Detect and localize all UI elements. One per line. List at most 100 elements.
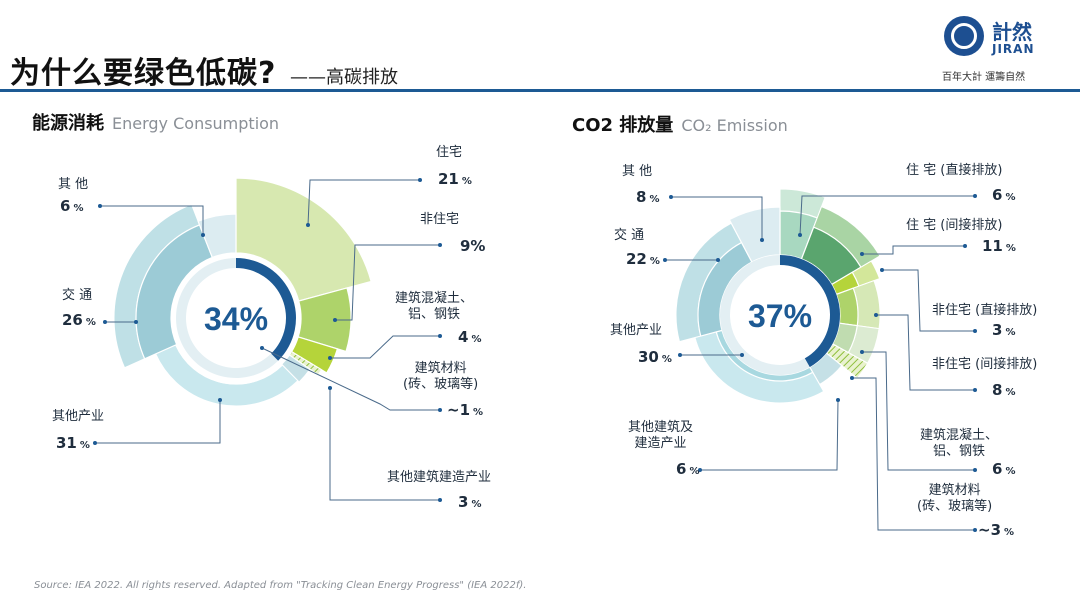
leader-line-0-5 bbox=[95, 400, 221, 444]
slice-label-1-5: 建筑材料 (砖、玻璃等) bbox=[917, 483, 993, 514]
leader-line-1-2 bbox=[882, 269, 975, 332]
leader-dot-1-4 bbox=[973, 468, 977, 472]
leader-end-0-0 bbox=[306, 223, 310, 227]
leader-line-1-9 bbox=[671, 196, 763, 240]
leader-dot-1-6 bbox=[698, 468, 702, 472]
slice-value-1-7: 30% bbox=[638, 348, 672, 366]
company-logo: 計然 JIRAN 百年大計 運籌自然 bbox=[940, 14, 1050, 84]
slice-label-0-5: 其他产业 bbox=[52, 409, 105, 424]
other-share-arc-0 bbox=[176, 258, 279, 378]
slice-0-0 bbox=[235, 177, 372, 302]
donut-chart-1: 37% bbox=[663, 188, 977, 532]
leader-end-0-2 bbox=[328, 356, 332, 360]
slice-value-0-6: 26% bbox=[62, 311, 96, 329]
leader-end-0-3 bbox=[260, 346, 264, 350]
logo-slogan: 百年大計 運籌自然 bbox=[942, 72, 1026, 83]
slice-label-1-7: 其他产业 bbox=[610, 323, 663, 338]
slice-label-0-0: 住宅 bbox=[436, 145, 463, 160]
slice-label-0-6: 交 通 bbox=[62, 288, 93, 303]
leader-end-0-4 bbox=[328, 386, 332, 390]
slice-value-1-1: 11% bbox=[982, 237, 1016, 255]
leader-line-0-1 bbox=[335, 244, 440, 321]
leader-dot-1-7 bbox=[678, 353, 682, 357]
slice-value-1-4: 6% bbox=[992, 460, 1016, 478]
leader-line-0-4 bbox=[329, 388, 440, 501]
slice-value-0-1: 9% bbox=[460, 237, 486, 255]
leader-end-1-0 bbox=[798, 233, 802, 237]
leader-dot-0-1 bbox=[438, 243, 442, 247]
slice-value-0-5: 31% bbox=[56, 434, 90, 452]
header-divider bbox=[0, 89, 1080, 92]
slice-label-0-1: 非住宅 bbox=[420, 212, 460, 227]
leader-dot-1-8 bbox=[663, 258, 667, 262]
leader-dot-1-9 bbox=[669, 195, 673, 199]
leader-line-1-4 bbox=[862, 351, 975, 471]
leader-line-0-3 bbox=[261, 347, 440, 411]
slice-label-0-4: 其他建筑建造产业 bbox=[387, 470, 492, 485]
slice-value-1-3: 8% bbox=[992, 381, 1016, 399]
slice-label-1-4: 建筑混凝土、 铝、钢铁 bbox=[920, 428, 999, 459]
leader-end-1-5 bbox=[850, 376, 854, 380]
leader-end-1-3 bbox=[874, 313, 878, 317]
slice-value-1-6: 6% bbox=[676, 460, 700, 478]
center-value-0: 34% bbox=[204, 301, 268, 337]
leader-line-0-7 bbox=[100, 205, 204, 235]
slice-value-1-0: 6% bbox=[992, 186, 1016, 204]
leader-end-1-4 bbox=[860, 350, 864, 354]
slice-value-0-7: 6% bbox=[60, 197, 84, 215]
slice-value-0-0: 21% bbox=[438, 170, 472, 188]
leader-dot-1-3 bbox=[973, 388, 977, 392]
leader-end-1-6 bbox=[836, 398, 840, 402]
slice-value-1-8: 22% bbox=[626, 250, 660, 268]
leader-dot-1-2 bbox=[973, 329, 977, 333]
source-note: Source: IEA 2022. All rights reserved. A… bbox=[34, 580, 527, 591]
logo-cn: 計然 bbox=[992, 20, 1032, 44]
slice-label-1-6: 其他建筑及 建造产业 bbox=[628, 420, 694, 451]
donut-chart-0: 34% bbox=[93, 177, 442, 502]
co2-title: CO2 排放量 bbox=[572, 115, 674, 136]
leader-line-1-5 bbox=[852, 377, 975, 531]
page-subtitle: ——高碳排放 bbox=[290, 67, 398, 88]
leader-dot-0-2 bbox=[438, 334, 442, 338]
leader-end-1-8 bbox=[716, 258, 720, 262]
leader-end-1-7 bbox=[740, 353, 744, 357]
leader-dot-1-0 bbox=[973, 194, 977, 198]
leader-dot-0-5 bbox=[93, 441, 97, 445]
slice-value-1-9: 8% bbox=[636, 188, 660, 206]
leader-dot-0-3 bbox=[438, 408, 442, 412]
slice-label-1-0: 住 宅 (直接排放) bbox=[906, 163, 1003, 178]
slice-label-1-8: 交 通 bbox=[614, 228, 645, 243]
leader-line-0-2 bbox=[330, 335, 440, 359]
leader-dot-0-4 bbox=[438, 498, 442, 502]
building-share-arc-1 bbox=[780, 255, 841, 368]
slice-value-1-2: 3% bbox=[992, 321, 1016, 339]
slice-label-0-2: 建筑混凝土、 铝、钢铁 bbox=[395, 291, 474, 322]
slice-0-7 bbox=[197, 213, 237, 259]
building-share-arc-0 bbox=[236, 258, 297, 361]
leader-end-1-9 bbox=[760, 238, 764, 242]
energy-title: 能源消耗 bbox=[32, 113, 104, 134]
leader-end-0-1 bbox=[333, 318, 337, 322]
slice-value-0-2: 4% bbox=[458, 328, 482, 346]
slice-0-1 bbox=[297, 287, 352, 353]
leader-line-0-0 bbox=[307, 179, 420, 226]
co2-panel-title: CO2 排放量 CO₂ Emission bbox=[572, 111, 788, 137]
leader-end-1-1 bbox=[860, 252, 864, 256]
co2-subtitle: CO₂ Emission bbox=[681, 116, 788, 135]
leader-dot-1-1 bbox=[963, 244, 967, 248]
slice-label-0-7: 其 他 bbox=[58, 177, 89, 192]
leader-line-1-3 bbox=[876, 314, 975, 391]
leader-line-1-0 bbox=[799, 195, 975, 236]
leader-dot-0-0 bbox=[418, 178, 422, 182]
slice-label-0-3: 建筑材料 (砖、玻璃等) bbox=[403, 361, 479, 392]
logo-mark-icon bbox=[944, 16, 984, 56]
slice-value-0-3: ~1% bbox=[447, 401, 484, 419]
slice-label-1-1: 住 宅 (间接排放) bbox=[906, 218, 1003, 233]
center-value-1: 37% bbox=[748, 298, 812, 334]
leader-line-1-1 bbox=[862, 245, 965, 255]
slice-label-1-2: 非住宅 (直接排放) bbox=[932, 303, 1038, 318]
other-share-arc-1 bbox=[720, 255, 810, 375]
slice-label-1-3: 非住宅 (间接排放) bbox=[932, 357, 1038, 372]
slice-label-1-9: 其 他 bbox=[622, 164, 653, 179]
